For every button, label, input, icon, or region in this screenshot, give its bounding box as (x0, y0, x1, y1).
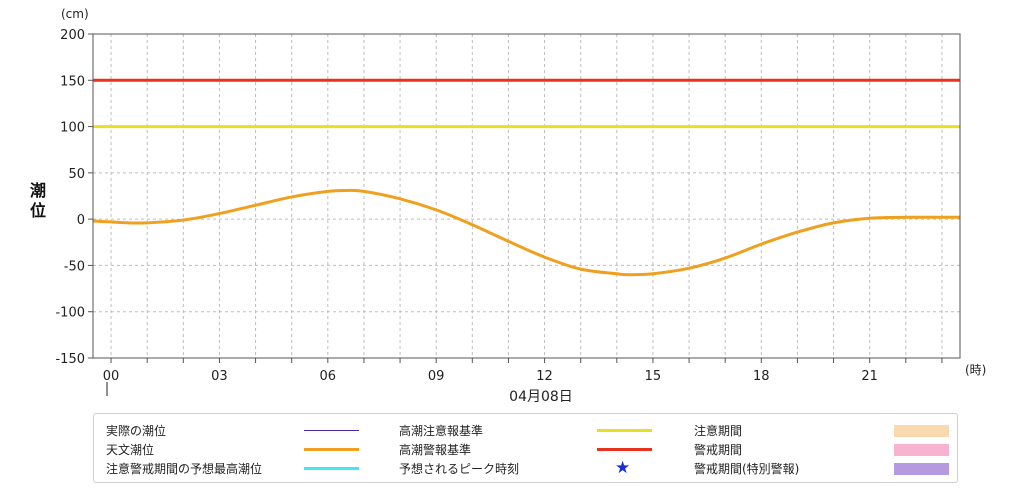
legend-label-actual: 実際の潮位 (106, 424, 167, 438)
legend-label-special-warning-period: 警戒期間(特別警報) (694, 462, 800, 476)
y-axis-unit: (cm) (61, 7, 89, 21)
x-tick-label: 09 (428, 369, 445, 384)
legend-swatch-predicted-max (304, 459, 359, 479)
legend-label-caution-period: 注意期間 (694, 424, 743, 438)
legend-swatch-warning-period (894, 440, 949, 460)
legend-swatch-actual (304, 421, 359, 441)
x-tick-label: 03 (211, 369, 228, 384)
y-axis-label-2: 位 (30, 201, 46, 220)
legend-swatch-peak-time: ★ (597, 458, 652, 479)
x-tick-label: 15 (645, 369, 662, 384)
legend-label-advisory: 高潮注意報基準 (399, 424, 484, 438)
plot-frame (92, 33, 961, 359)
date-label: 04月08日 (509, 389, 573, 405)
y-tick-label: 200 (60, 28, 85, 43)
x-tick-label: 21 (861, 369, 878, 384)
legend-label-warning: 高潮警報基準 (399, 443, 472, 457)
x-tick-label: 18 (753, 369, 770, 384)
y-tick-label: -50 (64, 259, 85, 274)
legend-label-peak-time: 予想されるピーク時刻 (399, 462, 520, 476)
legend: 実際の潮位 天文潮位 注意警戒期間の予想最高潮位 高潮注意報基準 高潮警報基準 … (93, 413, 958, 483)
legend-label-astronomical: 天文潮位 (106, 443, 155, 457)
x-tick-label: 12 (536, 369, 553, 384)
y-tick-label: -150 (55, 352, 85, 367)
legend-swatch-advisory (597, 421, 652, 441)
y-axis-label: 潮 (30, 181, 46, 200)
legend-swatch-warning (597, 440, 652, 460)
legend-swatch-astronomical (304, 440, 359, 460)
y-tick-label: 100 (60, 121, 85, 136)
y-tick-label: 0 (77, 213, 85, 228)
star-icon: ★ (615, 458, 631, 478)
axes: 200 150 100 50 0 -50 -100 -150 00 03 06 09 12 15 18 21 (55, 28, 943, 384)
series-line-astronomical-tide (92, 188, 960, 277)
y-tick-label: -100 (55, 306, 85, 321)
series-layer (92, 188, 960, 277)
y-tick-label: 50 (68, 167, 85, 182)
legend-label-warning-period: 警戒期間 (694, 443, 743, 457)
legend-label-predicted-max: 注意警戒期間の予想最高潮位 (106, 462, 263, 476)
x-axis-unit: (時) (965, 363, 986, 377)
reference-lines (93, 78, 960, 129)
x-tick-label: 06 (320, 369, 337, 384)
x-tick-label: 00 (103, 369, 120, 384)
grid (93, 34, 960, 358)
legend-swatch-caution-period (894, 421, 949, 441)
y-tick-label: 150 (60, 74, 85, 89)
legend-swatch-special-warning-period (894, 459, 949, 479)
